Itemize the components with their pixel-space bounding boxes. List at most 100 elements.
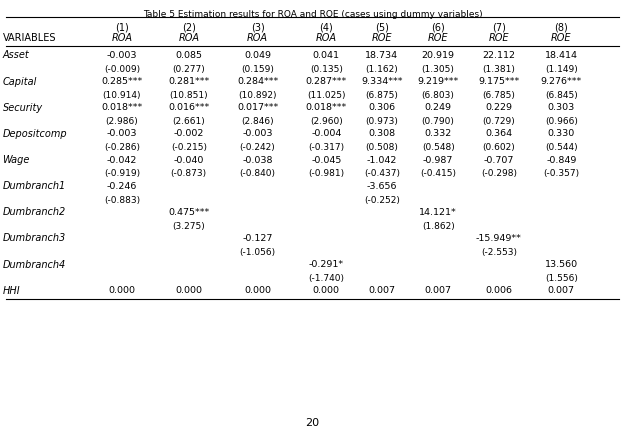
Text: 20: 20 bbox=[306, 418, 319, 428]
Text: 0.000: 0.000 bbox=[175, 286, 203, 295]
Text: 14.121*: 14.121* bbox=[419, 208, 457, 217]
Text: (-0.317): (-0.317) bbox=[308, 143, 344, 152]
Text: (-0.252): (-0.252) bbox=[364, 196, 400, 204]
Text: (3.275): (3.275) bbox=[173, 222, 205, 231]
Text: (-1.740): (-1.740) bbox=[308, 274, 344, 283]
Text: (-0.215): (-0.215) bbox=[171, 143, 207, 152]
Text: 0.308: 0.308 bbox=[368, 129, 396, 138]
Text: -0.849: -0.849 bbox=[546, 156, 576, 164]
Text: (1.862): (1.862) bbox=[422, 222, 454, 231]
Text: 0.281***: 0.281*** bbox=[168, 77, 209, 86]
Text: (-0.873): (-0.873) bbox=[171, 170, 207, 178]
Text: 0.049: 0.049 bbox=[244, 51, 271, 60]
Text: 9.276***: 9.276*** bbox=[541, 77, 582, 86]
Text: VARIABLES: VARIABLES bbox=[2, 34, 56, 43]
Text: Dumbranch3: Dumbranch3 bbox=[2, 234, 66, 243]
Text: 0.041: 0.041 bbox=[312, 51, 340, 60]
Text: Depositcomp: Depositcomp bbox=[2, 129, 67, 139]
Text: -0.291*: -0.291* bbox=[309, 260, 344, 269]
Text: (0.508): (0.508) bbox=[366, 143, 398, 152]
Text: (-0.009): (-0.009) bbox=[104, 65, 140, 74]
Text: -0.707: -0.707 bbox=[484, 156, 514, 164]
Text: ROA: ROA bbox=[178, 34, 199, 43]
Text: -0.987: -0.987 bbox=[423, 156, 453, 164]
Text: (2.986): (2.986) bbox=[106, 117, 138, 126]
Text: (10.914): (10.914) bbox=[102, 91, 141, 100]
Text: ROA: ROA bbox=[316, 34, 337, 43]
Text: 0.017***: 0.017*** bbox=[237, 103, 278, 112]
Text: (1.149): (1.149) bbox=[545, 65, 578, 74]
Text: ROE: ROE bbox=[551, 34, 571, 43]
Text: 0.306: 0.306 bbox=[368, 103, 396, 112]
Text: -0.042: -0.042 bbox=[107, 156, 137, 164]
Text: (0.159): (0.159) bbox=[241, 65, 274, 74]
Text: 18.414: 18.414 bbox=[545, 51, 578, 60]
Text: Capital: Capital bbox=[2, 77, 37, 86]
Text: Dumbranch1: Dumbranch1 bbox=[2, 181, 66, 191]
Text: ROE: ROE bbox=[372, 34, 392, 43]
Text: (0.790): (0.790) bbox=[422, 117, 454, 126]
Text: -0.045: -0.045 bbox=[311, 156, 341, 164]
Text: 0.018***: 0.018*** bbox=[101, 103, 142, 112]
Text: (-0.840): (-0.840) bbox=[239, 170, 276, 178]
Text: ROA: ROA bbox=[247, 34, 268, 43]
Text: Asset: Asset bbox=[2, 51, 29, 60]
Text: 0.007: 0.007 bbox=[548, 286, 575, 295]
Text: 0.229: 0.229 bbox=[485, 103, 512, 112]
Text: 0.249: 0.249 bbox=[424, 103, 452, 112]
Text: -0.002: -0.002 bbox=[174, 129, 204, 138]
Text: (6.875): (6.875) bbox=[366, 91, 398, 100]
Text: 0.007: 0.007 bbox=[368, 286, 396, 295]
Text: 0.332: 0.332 bbox=[424, 129, 452, 138]
Text: (-0.298): (-0.298) bbox=[481, 170, 517, 178]
Text: HHI: HHI bbox=[2, 286, 20, 296]
Text: 0.285***: 0.285*** bbox=[101, 77, 142, 86]
Text: -0.003: -0.003 bbox=[107, 129, 137, 138]
Text: 0.006: 0.006 bbox=[485, 286, 512, 295]
Text: 9.334***: 9.334*** bbox=[361, 77, 403, 86]
Text: (5): (5) bbox=[375, 23, 389, 32]
Text: (4): (4) bbox=[319, 23, 333, 32]
Text: (1.305): (1.305) bbox=[422, 65, 454, 74]
Text: 20.919: 20.919 bbox=[422, 51, 454, 60]
Text: (11.025): (11.025) bbox=[307, 91, 346, 100]
Text: (6.785): (6.785) bbox=[482, 91, 515, 100]
Text: 0.000: 0.000 bbox=[312, 286, 340, 295]
Text: (-0.437): (-0.437) bbox=[364, 170, 400, 178]
Text: (0.966): (0.966) bbox=[545, 117, 578, 126]
Text: 0.085: 0.085 bbox=[175, 51, 203, 60]
Text: (3): (3) bbox=[251, 23, 264, 32]
Text: (2.846): (2.846) bbox=[241, 117, 274, 126]
Text: -0.004: -0.004 bbox=[311, 129, 341, 138]
Text: -15.949**: -15.949** bbox=[476, 234, 522, 243]
Text: (0.544): (0.544) bbox=[545, 143, 578, 152]
Text: Dumbranch2: Dumbranch2 bbox=[2, 208, 66, 217]
Text: Security: Security bbox=[2, 103, 42, 112]
Text: (-2.553): (-2.553) bbox=[481, 248, 517, 257]
Text: 0.000: 0.000 bbox=[244, 286, 271, 295]
Text: (-0.357): (-0.357) bbox=[543, 170, 579, 178]
Text: (0.277): (0.277) bbox=[173, 65, 205, 74]
Text: 18.734: 18.734 bbox=[366, 51, 399, 60]
Text: 0.000: 0.000 bbox=[108, 286, 136, 295]
Text: (-0.415): (-0.415) bbox=[420, 170, 456, 178]
Text: (0.135): (0.135) bbox=[310, 65, 342, 74]
Text: 0.303: 0.303 bbox=[548, 103, 575, 112]
Text: (10.892): (10.892) bbox=[238, 91, 277, 100]
Text: (-0.981): (-0.981) bbox=[308, 170, 344, 178]
Text: (-0.286): (-0.286) bbox=[104, 143, 140, 152]
Text: 0.330: 0.330 bbox=[548, 129, 575, 138]
Text: 0.284***: 0.284*** bbox=[237, 77, 278, 86]
Text: (10.851): (10.851) bbox=[169, 91, 208, 100]
Text: (-0.919): (-0.919) bbox=[104, 170, 140, 178]
Text: (-0.883): (-0.883) bbox=[104, 196, 140, 204]
Text: (1): (1) bbox=[115, 23, 129, 32]
Text: 0.475***: 0.475*** bbox=[168, 208, 209, 217]
Text: (0.729): (0.729) bbox=[482, 117, 515, 126]
Text: (0.548): (0.548) bbox=[422, 143, 454, 152]
Text: (2.960): (2.960) bbox=[310, 117, 342, 126]
Text: -0.127: -0.127 bbox=[242, 234, 272, 243]
Text: 0.018***: 0.018*** bbox=[306, 103, 347, 112]
Text: -0.003: -0.003 bbox=[107, 51, 137, 60]
Text: (6.845): (6.845) bbox=[545, 91, 578, 100]
